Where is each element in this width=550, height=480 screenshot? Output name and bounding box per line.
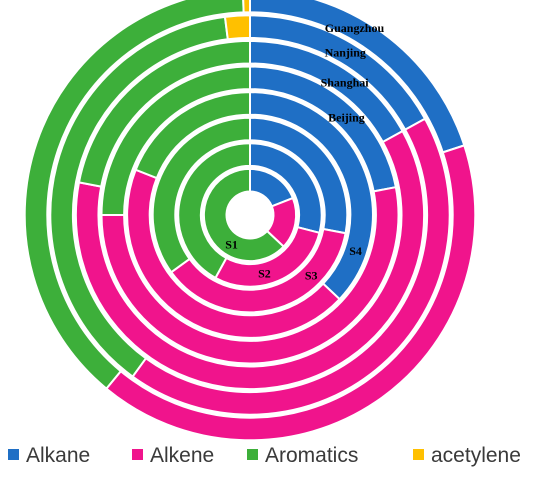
segment-guangzhou-acetylene <box>242 0 251 14</box>
ring-label-nanjing: Nanjing <box>325 45 366 59</box>
ring-label-guangzhou: Guangzhou <box>325 21 385 35</box>
legend-item-alkane: Alkane <box>8 444 90 467</box>
legend: Alkane Alkene Aromatics acetylene <box>8 444 521 467</box>
ring-label-s4: S4 <box>349 244 362 258</box>
legend-item-acetylene: acetylene <box>413 444 521 467</box>
legend-swatch-alkane <box>8 449 19 460</box>
legend-swatch-alkene <box>132 449 143 460</box>
segment-guangzhou-aromatics <box>23 0 245 391</box>
segment-s4-aromatics <box>134 91 251 180</box>
ring-label-shanghai: Shanghai <box>321 76 370 90</box>
segment-beijing-aromatics <box>100 65 251 216</box>
legend-item-aromatics: Aromatics <box>247 444 358 467</box>
segment-s1-aromatics <box>202 167 286 263</box>
legend-swatch-acetylene <box>413 449 424 460</box>
legend-item-alkene: Alkene <box>132 444 214 467</box>
legend-label-aromatics: Aromatics <box>265 444 358 467</box>
legend-label-acetylene: acetylene <box>431 444 521 467</box>
legend-label-alkane: Alkane <box>26 444 90 467</box>
ring-label-s3: S3 <box>305 268 318 282</box>
segment-s3-aromatics <box>151 116 251 274</box>
ring-label-s2: S2 <box>258 267 271 281</box>
segment-nanjing-acetylene <box>223 14 251 41</box>
ring-label-s1: S1 <box>225 238 238 252</box>
ring-label-beijing: Beijing <box>328 110 365 124</box>
ring-labels: S1 S2 S3 S4 Beijing Shanghai Nanjing Guangzhou <box>225 21 384 282</box>
legend-label-alkene: Alkene <box>150 444 214 467</box>
rings-layer <box>23 0 477 442</box>
segment-s2-aromatics <box>177 142 251 280</box>
segment-shanghai-aromatics <box>77 39 251 188</box>
legend-swatch-aromatics <box>247 449 258 460</box>
